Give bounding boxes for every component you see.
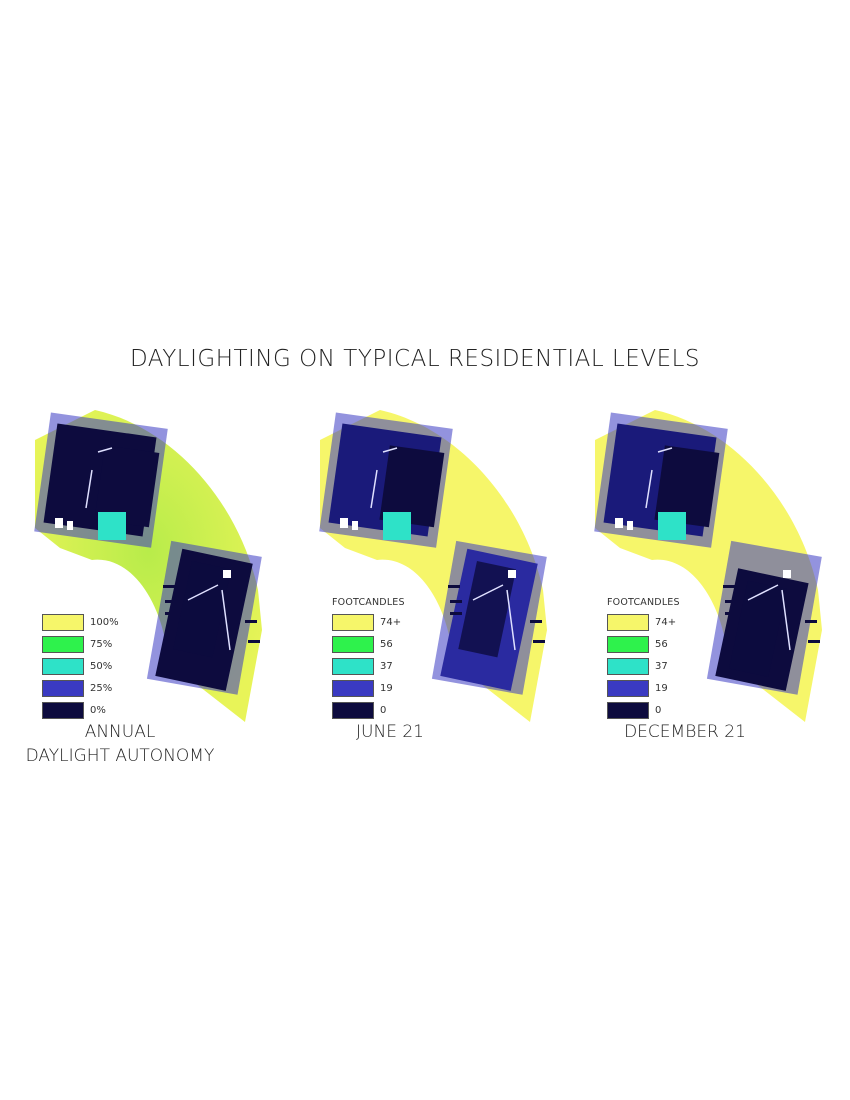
legend-item: 56	[607, 633, 680, 655]
legend-december: FOOTCANDLES 74+ 56 37 19 0	[607, 597, 680, 721]
legend-item: 0	[332, 699, 405, 721]
legend-item: 74+	[607, 611, 680, 633]
legend-swatch	[332, 613, 374, 631]
legend-label: 0	[655, 704, 662, 716]
floorplate-annual	[34, 410, 262, 722]
legend-item: 100%	[42, 611, 119, 633]
caption-line: JUNE 21	[356, 722, 424, 742]
legend-item: 19	[332, 677, 405, 699]
void	[627, 521, 633, 530]
legend-swatch	[607, 635, 649, 653]
void	[615, 518, 623, 528]
floorplate-december	[594, 410, 822, 722]
caption-december: DECEMBER 21	[600, 720, 770, 744]
legend-swatch	[607, 679, 649, 697]
balcony-shadow	[808, 640, 820, 643]
legend-label: 74+	[655, 616, 677, 628]
building-core	[654, 445, 720, 528]
balcony-shadow	[450, 600, 462, 603]
balcony-shadow	[725, 600, 737, 603]
balcony-shadow	[448, 585, 460, 588]
caption-line: DECEMBER 21	[624, 722, 746, 742]
legend-label: 25%	[90, 682, 113, 694]
building-core	[729, 580, 787, 677]
legend-item: 50%	[42, 655, 119, 677]
legend-annual: 100% 75% 50% 25% 0%	[42, 597, 119, 721]
balcony-shadow	[165, 600, 177, 603]
legend-label: 56	[655, 638, 668, 650]
legend-item: 37	[332, 655, 405, 677]
legend-swatch	[332, 701, 374, 719]
balcony-shadow	[723, 585, 735, 588]
balcony-shadow	[530, 620, 542, 623]
void	[783, 570, 791, 578]
legend-label: 75%	[90, 638, 113, 650]
legend-label: 0	[380, 704, 387, 716]
legend-swatch	[607, 701, 649, 719]
balcony-shadow	[163, 585, 175, 588]
courtyard-patch	[98, 512, 126, 540]
corridor-line	[645, 447, 791, 651]
legend-swatch	[332, 657, 374, 675]
balcony-shadow	[533, 640, 545, 643]
corridor-line	[370, 447, 516, 651]
legend-label: 37	[380, 660, 393, 672]
legend-swatch	[332, 679, 374, 697]
balcony-shadow	[248, 640, 260, 643]
balcony-shadow	[245, 620, 257, 623]
building-core	[379, 445, 445, 528]
legend-swatch	[332, 635, 374, 653]
legend-item: 19	[607, 677, 680, 699]
legend-item: 0	[607, 699, 680, 721]
caption-line: ANNUAL	[84, 722, 156, 742]
balcony-shadow	[165, 612, 177, 615]
legend-swatch	[42, 635, 84, 653]
balcony-shadow	[805, 620, 817, 623]
void	[508, 570, 516, 578]
caption-june: JUNE 21	[320, 720, 460, 744]
legend-item: 74+	[332, 611, 405, 633]
courtyard-patch	[658, 512, 686, 540]
legend-june: FOOTCANDLES 74+ 56 37 19 0	[332, 597, 405, 721]
legend-label: 100%	[90, 616, 119, 628]
legend-item: 25%	[42, 677, 119, 699]
legend-label: 50%	[90, 660, 113, 672]
legend-header: FOOTCANDLES	[332, 597, 405, 608]
legend-swatch	[42, 657, 84, 675]
legend-label: 56	[380, 638, 393, 650]
balcony-shadow	[725, 612, 737, 615]
void	[55, 518, 63, 528]
balcony-shadow	[450, 612, 462, 615]
legend-item: 75%	[42, 633, 119, 655]
courtyard-patch	[383, 512, 411, 540]
floorplate-june	[319, 410, 547, 722]
void	[352, 521, 358, 530]
legend-label: 19	[380, 682, 393, 694]
building-core	[94, 445, 160, 528]
legend-swatch	[42, 701, 84, 719]
void	[223, 570, 231, 578]
legend-swatch	[607, 613, 649, 631]
legend-label: 37	[655, 660, 668, 672]
legend-header: FOOTCANDLES	[607, 597, 680, 608]
legend-item: 56	[332, 633, 405, 655]
legend-item: 37	[607, 655, 680, 677]
caption-line: DAYLIGHT AUTONOMY	[25, 746, 215, 766]
legend-swatch	[607, 657, 649, 675]
caption-annual: ANNUAL DAYLIGHT AUTONOMY	[0, 720, 240, 768]
page-title: DAYLIGHTING ON TYPICAL RESIDENTIAL LEVEL…	[129, 346, 701, 372]
legend-header	[42, 597, 119, 611]
legend-item: 0%	[42, 699, 119, 721]
legend-label: 0%	[90, 704, 106, 716]
legend-swatch	[42, 679, 84, 697]
void	[340, 518, 348, 528]
legend-label: 74+	[380, 616, 402, 628]
legend-label: 19	[655, 682, 668, 694]
corridor-line	[85, 447, 231, 651]
legend-swatch	[42, 613, 84, 631]
void	[67, 521, 73, 530]
